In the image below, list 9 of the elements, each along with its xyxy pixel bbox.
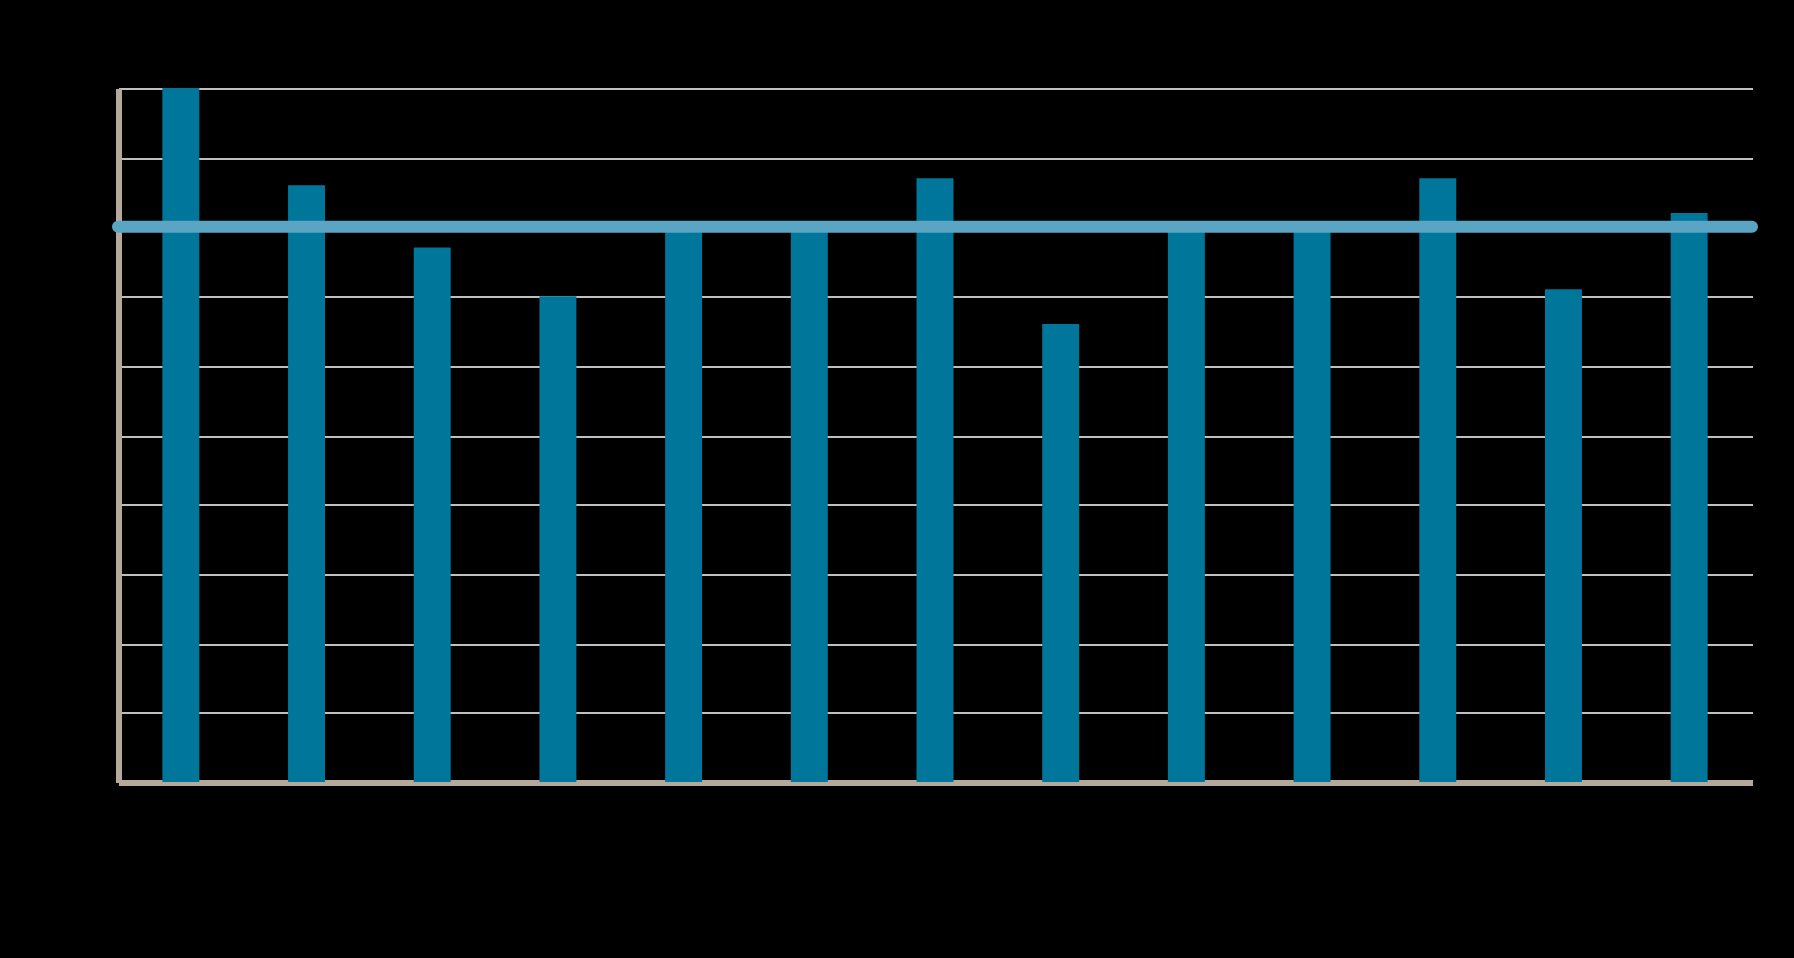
bar bbox=[916, 178, 954, 782]
bar bbox=[1042, 323, 1080, 782]
bar bbox=[288, 185, 326, 782]
bar bbox=[1419, 178, 1457, 782]
bar bbox=[162, 88, 200, 782]
bar bbox=[539, 296, 577, 782]
bar bbox=[1544, 289, 1582, 782]
bar bbox=[1670, 212, 1708, 782]
bar bbox=[413, 247, 451, 782]
